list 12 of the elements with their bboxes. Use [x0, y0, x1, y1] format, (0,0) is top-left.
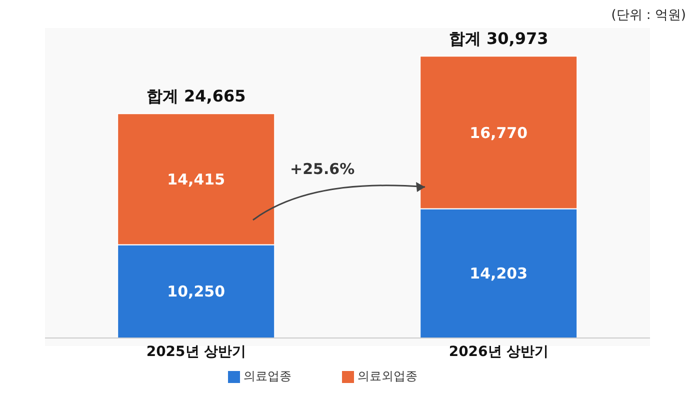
data-label: 14,203	[470, 264, 528, 283]
text: (단위 : 억원)	[611, 7, 686, 24]
x-tick-label: 2026년 상반기	[448, 344, 549, 360]
data-label: 14,415	[167, 170, 226, 188]
total-label: 합계 30,973	[448, 29, 548, 48]
legend-label: 의료외업종	[358, 369, 418, 383]
data-label: 16,770	[470, 124, 528, 142]
total-label: 합계 24,665	[146, 86, 246, 106]
annotation: +25.6%	[290, 160, 355, 178]
legend-label: 의료업종	[244, 369, 292, 383]
x-tick-label: 2025년 상반기	[146, 344, 246, 360]
data-label: 10,250	[167, 282, 226, 301]
